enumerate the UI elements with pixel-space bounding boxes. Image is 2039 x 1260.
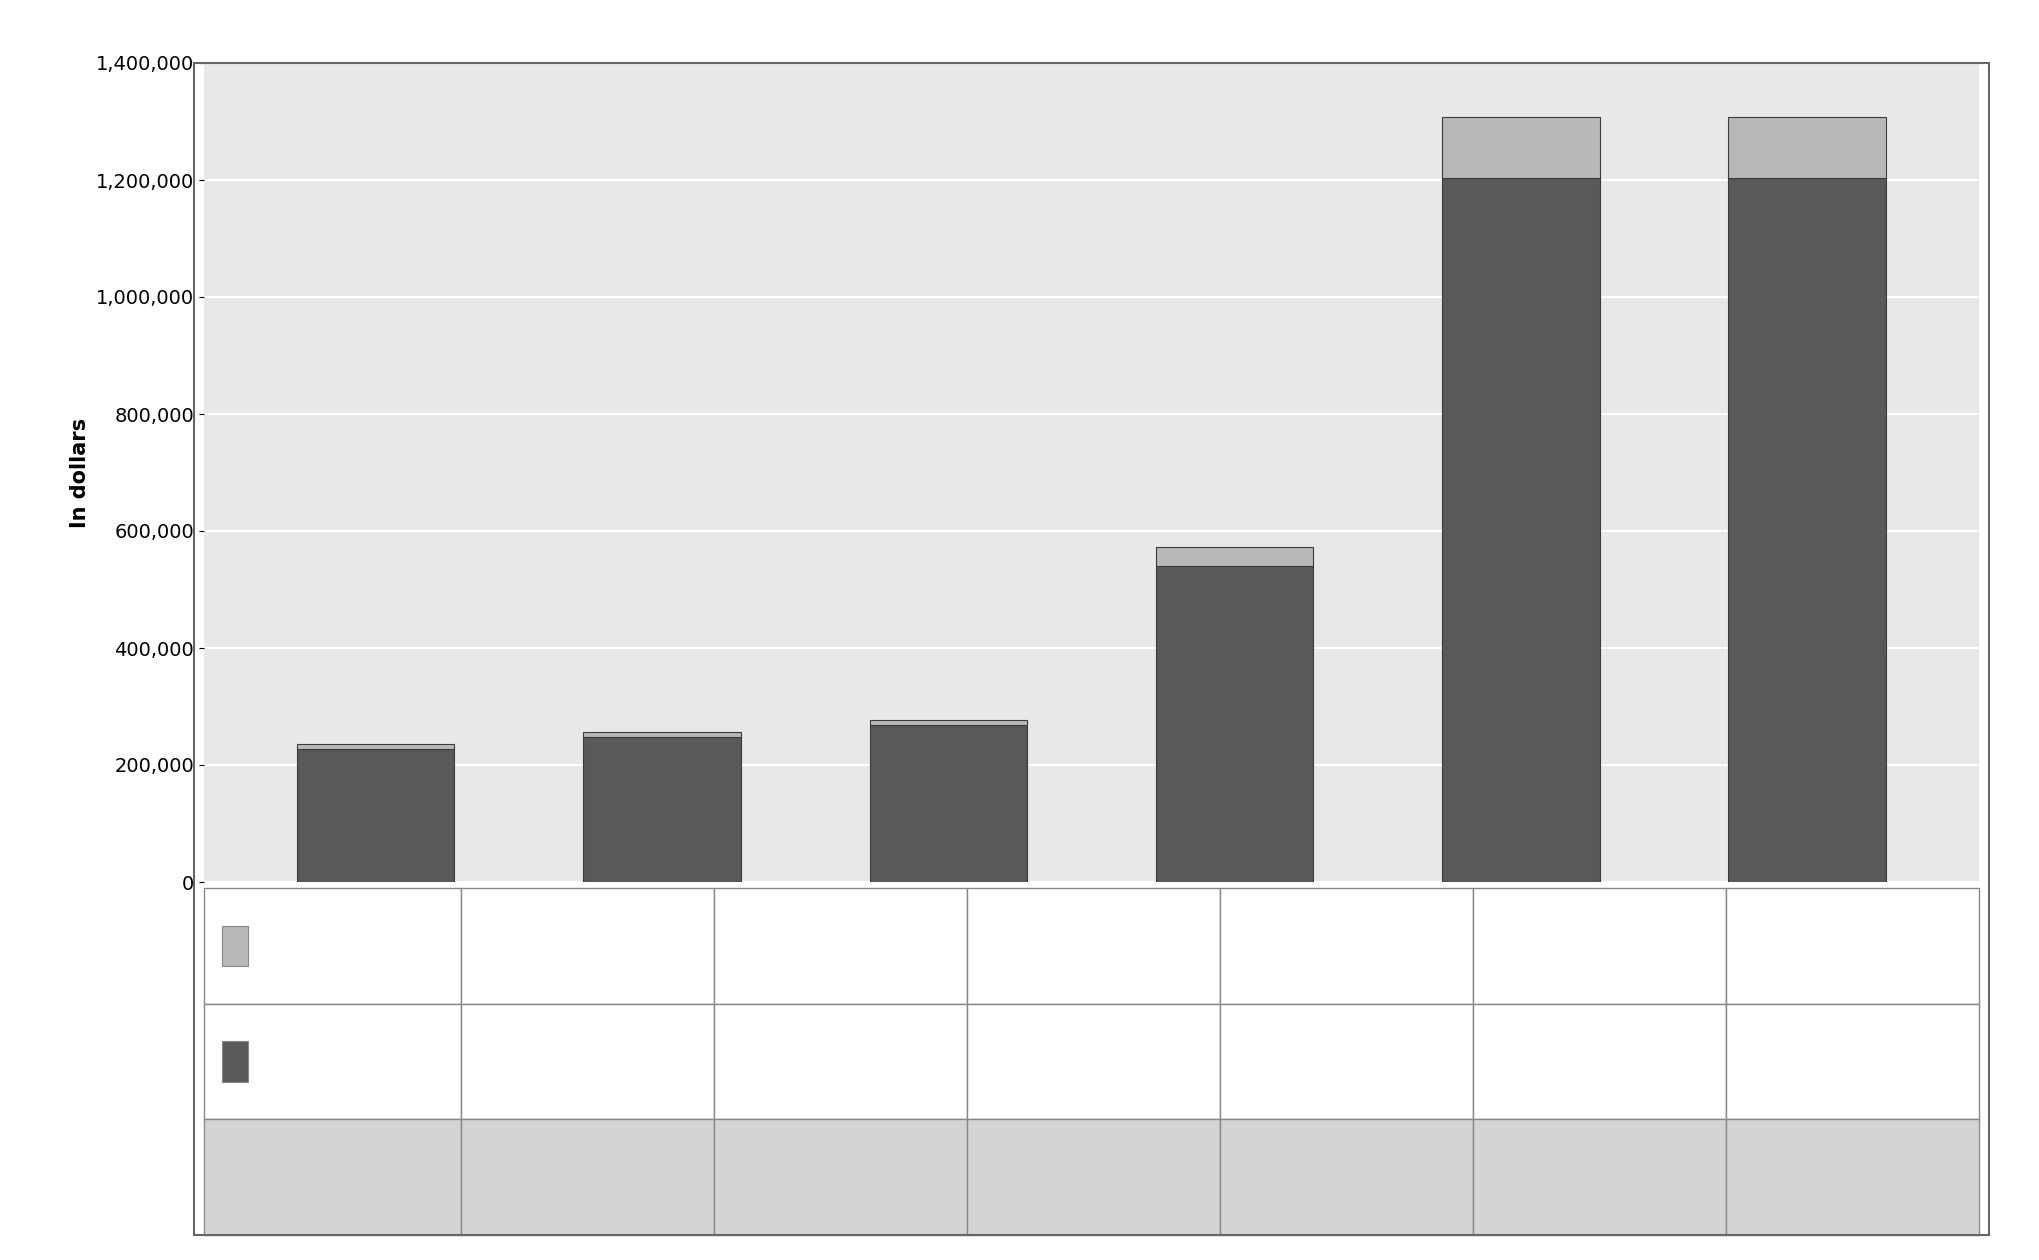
- Text: 539,949: 539,949: [1305, 1052, 1387, 1071]
- Bar: [298, 748, 455, 882]
- Bar: [1727, 179, 1884, 882]
- Text: 572,629: 572,629: [1305, 1168, 1387, 1187]
- Text: 276,171: 276,171: [1052, 1168, 1134, 1187]
- Bar: [1727, 117, 1884, 179]
- Text: 7,607: 7,607: [814, 936, 869, 955]
- Bar: [1156, 566, 1313, 882]
- Text: 1,308,359: 1,308,359: [1550, 1168, 1648, 1187]
- Bar: [1156, 547, 1313, 566]
- Bar: [298, 743, 455, 748]
- Text: 255,692: 255,692: [799, 1168, 881, 1187]
- Text: 8,142: 8,142: [561, 936, 616, 955]
- Bar: [869, 724, 1026, 882]
- Text: 7,011: 7,011: [1064, 936, 1121, 955]
- Text: Voted: Voted: [261, 1052, 316, 1071]
- Bar: [583, 737, 740, 882]
- Text: 32,680: 32,680: [1311, 936, 1380, 955]
- Text: 105,640: 105,640: [1558, 936, 1639, 955]
- Text: Total: Total: [294, 1168, 347, 1187]
- Y-axis label: In dollars: In dollars: [71, 417, 90, 528]
- Bar: [583, 732, 740, 737]
- Text: 228,027: 228,027: [546, 1052, 628, 1071]
- Text: 269,160: 269,160: [1052, 1052, 1134, 1071]
- Text: 1,202,719: 1,202,719: [1802, 1052, 1900, 1071]
- Text: 248,085: 248,085: [799, 1052, 881, 1071]
- Bar: [1442, 117, 1599, 179]
- Text: 236,169: 236,169: [546, 1168, 628, 1187]
- Text: Statutory: Statutory: [261, 936, 351, 955]
- Text: 1,308,359: 1,308,359: [1802, 1168, 1900, 1187]
- Bar: [869, 721, 1026, 724]
- Text: 105,640: 105,640: [1811, 936, 1892, 955]
- Bar: [1442, 179, 1599, 882]
- Text: 1,202,719: 1,202,719: [1550, 1052, 1648, 1071]
